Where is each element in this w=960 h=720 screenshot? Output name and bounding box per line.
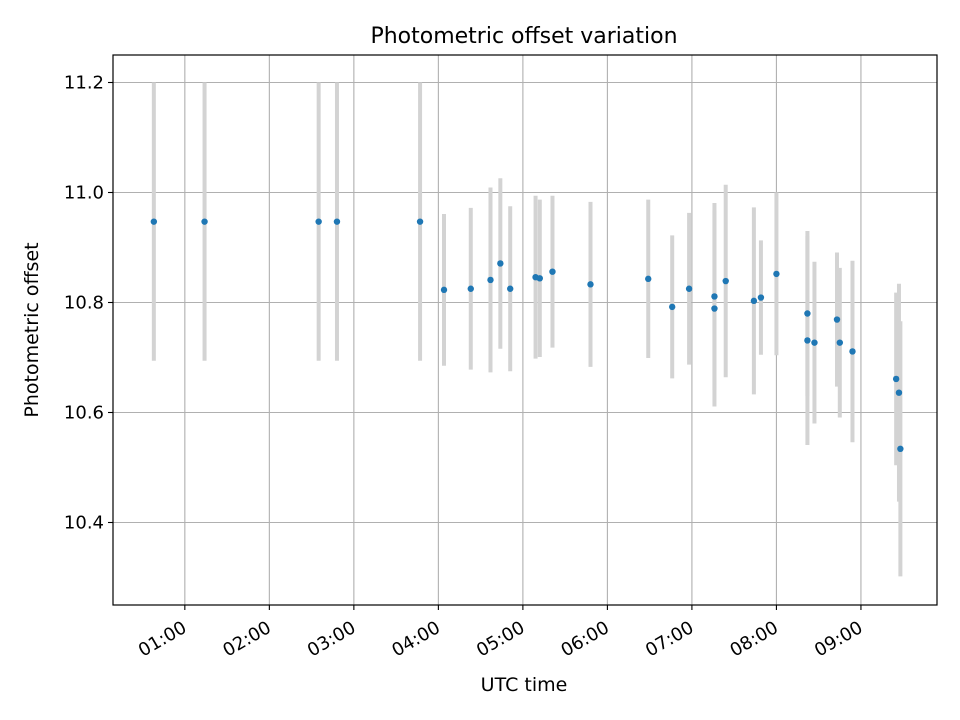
data-point [711,305,718,312]
data-point [333,218,341,225]
data-point [668,303,676,311]
data-point [507,285,514,292]
data-point [315,218,322,225]
data-point [416,218,424,225]
x-tick-label: 09:00 [811,617,866,661]
data-point [440,286,448,294]
x-tick-label: 03:00 [304,617,359,661]
data-point [487,276,494,284]
x-axis-ticks: 01:00 02:00 03:00 04:00 05:00 06:00 07:00 08:00… [135,605,866,661]
x-tick-label: 05:00 [473,617,528,661]
data-point [536,275,543,282]
data-point [750,297,758,305]
data-point [645,275,652,283]
x-tick-label: 07:00 [642,617,697,661]
x-tick-label: 04:00 [388,617,443,661]
data-point [811,339,818,346]
data-point [587,281,594,288]
data-point [804,310,811,317]
data-point [201,218,208,225]
chart-title: Photometric offset variation [370,24,677,49]
y-tick-label: 10.4 [64,513,104,534]
x-tick-label: 01:00 [135,617,190,661]
data-point [757,294,765,301]
data-point [892,375,900,383]
data-points [150,218,904,452]
grid [113,55,937,605]
x-tick-label: 06:00 [557,617,612,661]
y-tick-label: 10.8 [64,293,104,314]
data-point [773,270,780,278]
data-point [849,348,856,355]
data-point [150,218,158,225]
data-point [685,285,693,292]
data-point [467,285,474,292]
y-tick-label: 10.6 [64,403,104,424]
x-tick-label: 08:00 [727,617,782,661]
error-bars [151,82,903,577]
y-tick-label: 11.0 [64,183,104,204]
y-tick-label: 11.2 [64,73,104,94]
x-tick-label: 02:00 [219,617,274,661]
data-point [897,445,904,452]
data-point [895,389,903,396]
data-point [497,260,504,267]
x-axis-label: UTC time [481,674,568,696]
plot-frame [112,54,938,606]
data-point [711,293,718,300]
y-axis-ticks: 10.4 10.6 10.8 11.0 11.2 [64,73,113,534]
data-point [836,339,844,346]
y-axis-label: Photometric offset [21,242,43,417]
data-point [833,316,841,323]
data-point [804,337,811,344]
data-point [722,277,729,285]
data-point [549,268,556,275]
